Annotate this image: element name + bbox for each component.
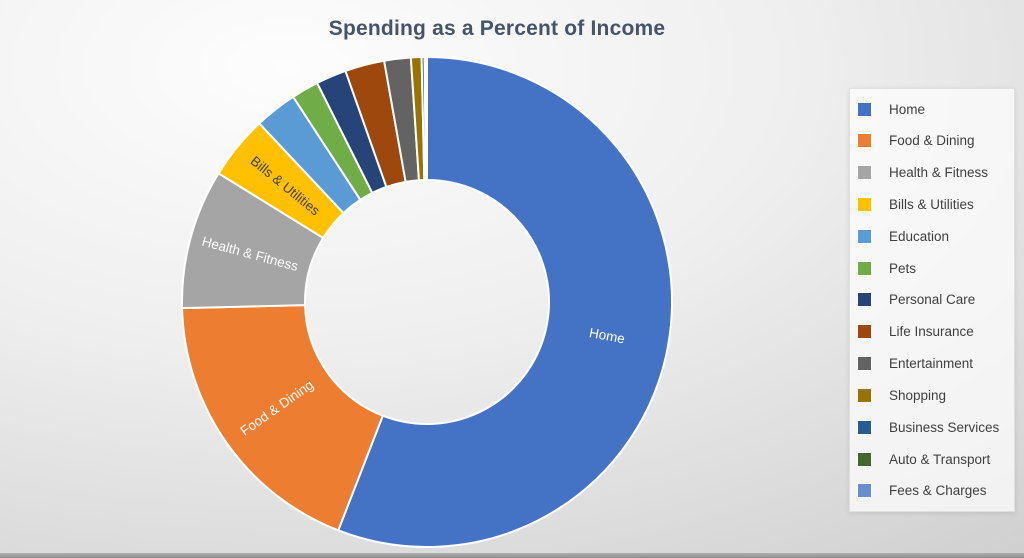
legend-swatch-education bbox=[858, 229, 871, 243]
legend-swatch-food-dining bbox=[858, 134, 871, 148]
legend-item-food-dining[interactable]: Food & Dining bbox=[858, 128, 1008, 154]
legend-item-personal-care[interactable]: Personal Care bbox=[858, 287, 1008, 313]
legend-label-auto-transport: Auto & Transport bbox=[889, 451, 991, 467]
legend-swatch-personal-care bbox=[858, 293, 871, 307]
legend-swatch-business-services bbox=[858, 420, 871, 434]
legend-item-health-fitness[interactable]: Health & Fitness bbox=[858, 160, 1008, 186]
legend-label-fees-charges: Fees & Charges bbox=[889, 483, 987, 499]
legend-item-entertainment[interactable]: Entertainment bbox=[858, 351, 1008, 377]
legend-swatch-auto-transport bbox=[858, 452, 871, 466]
legend-label-shopping: Shopping bbox=[889, 387, 947, 403]
legend-label-health-fitness: Health & Fitness bbox=[889, 165, 989, 181]
legend-label-business-services: Business Services bbox=[889, 419, 1000, 435]
legend-swatch-home bbox=[858, 102, 871, 116]
legend-swatch-life-insurance bbox=[858, 325, 871, 339]
legend-item-auto-transport[interactable]: Auto & Transport bbox=[858, 446, 1008, 472]
legend-label-home: Home bbox=[889, 101, 926, 117]
legend-swatch-fees-charges bbox=[858, 484, 871, 498]
legend-item-life-insurance[interactable]: Life Insurance bbox=[858, 319, 1008, 345]
slide-bottom-edge bbox=[0, 553, 1024, 558]
chart-legend: Home Food & Dining Health & Fitness Bills &… bbox=[849, 88, 1015, 512]
legend-item-education[interactable]: Education bbox=[858, 223, 1008, 249]
chart-title: Spending as a Percent of Income bbox=[328, 17, 666, 40]
legend-label-pets: Pets bbox=[889, 260, 917, 276]
legend-label-bills-utilities: Bills & Utilities bbox=[889, 196, 974, 212]
pie-slice-home[interactable] bbox=[336, 55, 673, 548]
legend-item-shopping[interactable]: Shopping bbox=[858, 382, 1008, 408]
legend-label-education: Education bbox=[889, 228, 950, 244]
legend-label-entertainment: Entertainment bbox=[889, 356, 974, 372]
legend-item-pets[interactable]: Pets bbox=[858, 255, 1008, 281]
legend-item-business-services[interactable]: Business Services bbox=[858, 414, 1008, 440]
legend-item-home[interactable]: Home bbox=[858, 96, 1008, 122]
legend-swatch-shopping bbox=[858, 388, 871, 402]
legend-swatch-pets bbox=[858, 261, 871, 275]
legend-label-life-insurance: Life Insurance bbox=[889, 324, 974, 340]
legend-item-fees-charges[interactable]: Fees & Charges bbox=[858, 478, 1008, 504]
legend-label-food-dining: Food & Dining bbox=[889, 133, 975, 149]
legend-item-bills-utilities[interactable]: Bills & Utilities bbox=[858, 191, 1008, 217]
pie-slice-fees-charges[interactable] bbox=[425, 55, 428, 182]
legend-swatch-bills-utilities bbox=[858, 197, 871, 211]
legend-swatch-health-fitness bbox=[858, 166, 871, 180]
legend-label-personal-care: Personal Care bbox=[889, 292, 976, 308]
legend-swatch-entertainment bbox=[858, 357, 871, 371]
pie-slice-food-dining[interactable] bbox=[181, 304, 385, 532]
